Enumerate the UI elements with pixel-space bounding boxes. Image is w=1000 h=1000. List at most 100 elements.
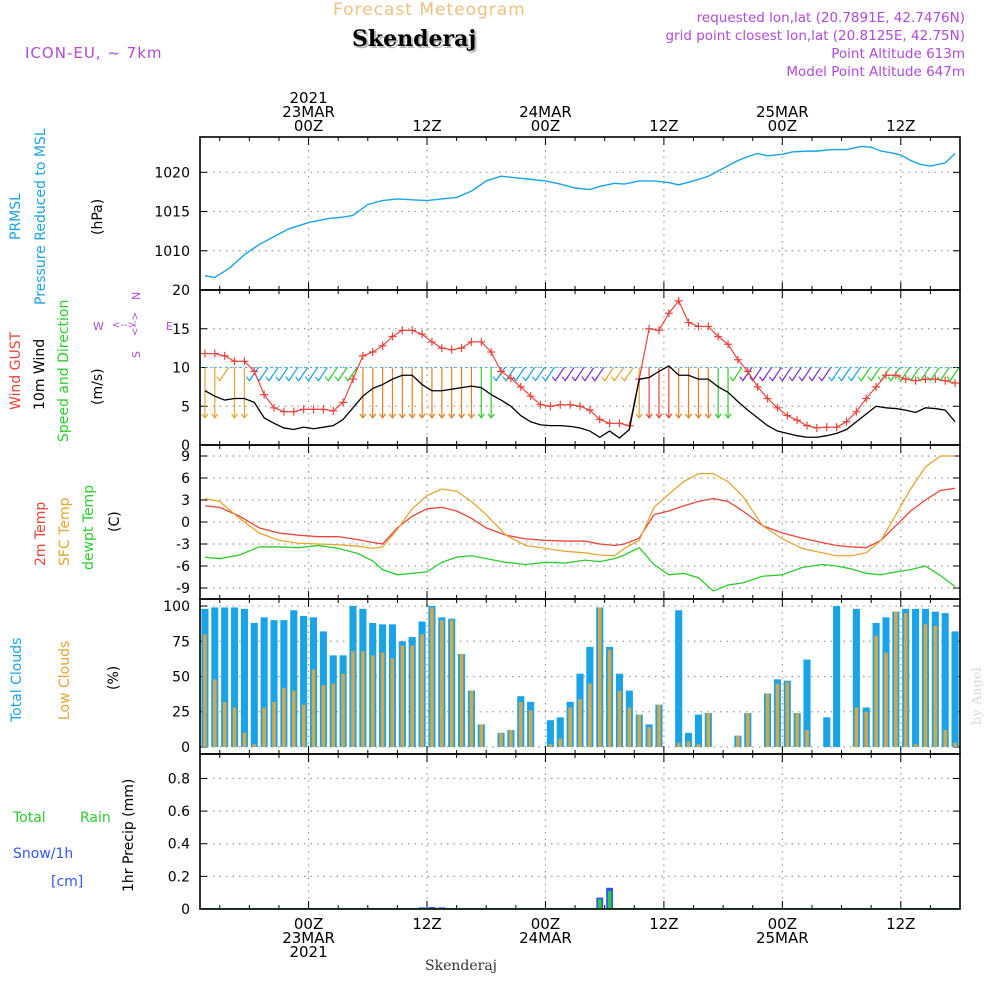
top-time-label: 25MAR: [756, 103, 809, 121]
wind-arrow-head: [359, 413, 367, 419]
wind-arrow-head: [211, 413, 219, 419]
low-cloud-bar: [509, 730, 513, 747]
gust-marker: [250, 367, 259, 376]
gust-marker: [862, 394, 871, 403]
gust-marker: [654, 326, 663, 335]
wind-arrow-head: [216, 376, 224, 382]
total-cloud-bar: [675, 610, 683, 747]
bottom-time-label: 12Z: [886, 915, 915, 933]
gust-marker: [309, 405, 318, 414]
gust-marker: [506, 374, 515, 383]
gust-marker: [467, 337, 476, 346]
gust-marker: [260, 390, 269, 399]
wind-arrow-head: [655, 413, 663, 419]
wind-arrow-head: [591, 376, 599, 382]
gust-marker: [536, 400, 545, 409]
total-cloud-bar: [211, 607, 219, 747]
y-tick-label: 9: [181, 449, 190, 465]
wind-arrow-head: [571, 376, 579, 382]
low-cloud-bar: [213, 679, 217, 747]
gust-marker: [704, 322, 713, 331]
top-time-label: 12Z: [649, 117, 678, 135]
wind-arrow-head: [561, 376, 569, 382]
wind-arrow-head: [778, 376, 786, 382]
gust-marker: [941, 376, 950, 385]
wind-arrow-head: [398, 413, 406, 419]
wind-arrow-head: [448, 413, 456, 419]
top-time-label: 00Z: [768, 117, 797, 135]
gust-marker: [497, 367, 506, 376]
low-cloud-bar: [242, 732, 247, 747]
low-cloud-bar: [449, 620, 454, 747]
gust-marker: [724, 340, 733, 349]
top-time-label: 12Z: [412, 117, 441, 135]
wind-arrow-head: [265, 376, 273, 382]
low-cloud-bar: [558, 738, 563, 747]
wind-arrow-head: [838, 376, 845, 382]
bottom-time-label: 25MAR: [756, 929, 809, 947]
snow-unit-label: [cm]: [51, 874, 84, 890]
wind-arrow-head: [768, 376, 776, 382]
y-tick-label: 0.8: [168, 771, 190, 787]
wind-arrow-head: [887, 376, 895, 382]
low-cloud-bar: [519, 701, 523, 747]
total-cloud-bar: [941, 613, 949, 747]
low-cloud-bar: [795, 713, 799, 747]
total-cloud-bar: [270, 620, 278, 747]
total-cloud-bar: [230, 607, 239, 747]
gust-marker: [822, 423, 831, 432]
snow-label: Snow/1h: [13, 846, 74, 862]
gust-marker: [743, 367, 752, 376]
wind-arrow-head: [492, 376, 500, 382]
bottom-time-label: 12Z: [649, 915, 678, 933]
wind-arrow-head: [704, 413, 712, 419]
y-tick-label: 10: [172, 361, 190, 377]
wind-arrow-head: [522, 376, 530, 382]
low-cloud-bar: [864, 711, 869, 747]
low-cloud-bar: [923, 624, 928, 747]
low-cloud-bar: [203, 634, 207, 747]
sfc-temp-line: [204, 455, 956, 557]
total-cloud-bar: [685, 732, 693, 747]
y-tick-label: 1015: [154, 205, 190, 221]
low-cloud-bar: [351, 651, 355, 747]
gust-marker: [329, 406, 338, 415]
gust-marker: [566, 400, 575, 409]
wind-arrow-head: [724, 413, 732, 419]
gust-marker: [526, 392, 535, 401]
low-cloud-bar: [913, 744, 918, 747]
low-cloud-bar: [440, 620, 444, 747]
wind-arrow-head: [305, 376, 312, 382]
gust-marker: [220, 351, 229, 360]
point-altitude: Point Altitude 613m: [831, 46, 965, 62]
gust-marker: [872, 382, 881, 391]
low-cloud-bar: [943, 730, 947, 747]
y-tick-label: 20: [172, 283, 190, 299]
total-cloud-bar: [803, 659, 811, 747]
y-tick-label: 1010: [154, 244, 190, 260]
low-cloud-bar: [528, 710, 533, 747]
low-cloud-bar: [222, 701, 227, 747]
y-tick-label: 75: [172, 634, 190, 650]
gust-marker: [585, 406, 594, 415]
wind-arrow-head: [946, 376, 954, 382]
wind-arrow-head: [645, 413, 653, 419]
wind-arrow-head: [541, 376, 549, 382]
wind-arrow-head: [295, 376, 303, 382]
wind-arrow-head: [685, 413, 693, 419]
gust-marker: [210, 349, 219, 358]
y-tick-label: 0.4: [168, 837, 190, 853]
pressure-line: [204, 145, 956, 279]
total-cloud-bar: [221, 607, 229, 747]
y-tick-label: 0: [181, 515, 190, 531]
wind-arrow-head: [275, 376, 283, 382]
bottom-time-label: 23MAR: [282, 929, 335, 947]
wind-arrow-head: [916, 376, 924, 382]
gust-marker: [556, 400, 565, 409]
compass-w: W: [93, 320, 104, 333]
gust-marker: [487, 348, 496, 356]
low-cloud-bar: [301, 704, 306, 747]
wind-arrow-head: [665, 413, 673, 419]
low-cloud-bar: [706, 713, 711, 747]
